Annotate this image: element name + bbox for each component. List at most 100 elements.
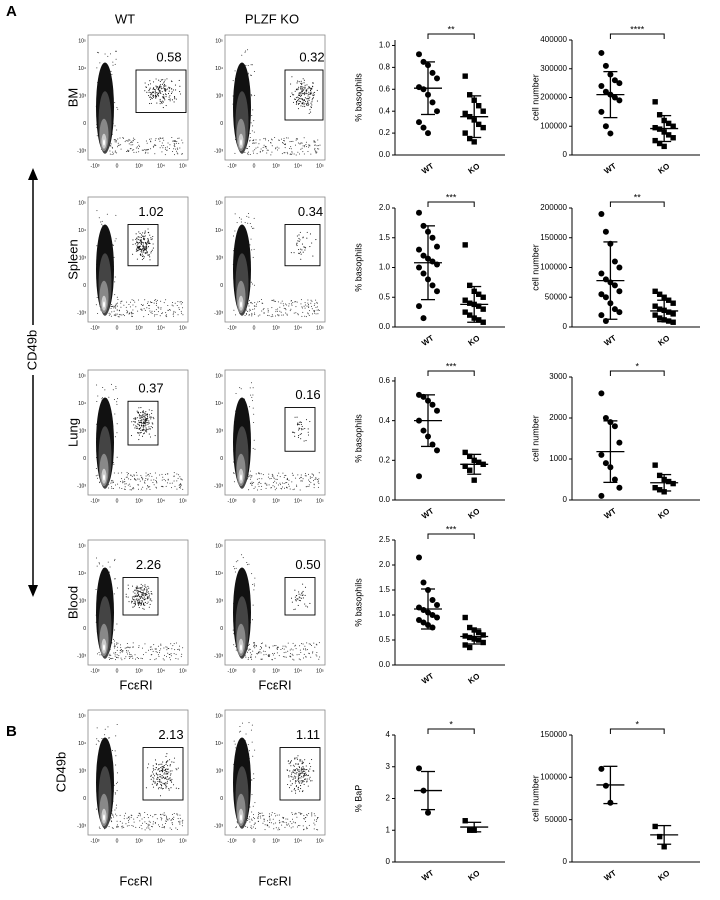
event-dot xyxy=(143,239,145,241)
event-dot xyxy=(251,249,253,251)
event-dot xyxy=(298,777,300,779)
event-dot xyxy=(107,726,109,728)
y-tick-label: 0.6 xyxy=(379,84,391,93)
event-dot xyxy=(127,584,129,586)
event-dot xyxy=(159,826,161,828)
event-dot xyxy=(264,145,266,147)
event-dot xyxy=(160,787,162,789)
event-dot xyxy=(273,300,275,302)
event-dot xyxy=(298,767,301,769)
event-dot xyxy=(123,815,125,817)
event-dot xyxy=(168,787,170,790)
event-dot xyxy=(149,103,151,105)
event-dot xyxy=(114,653,116,655)
event-dot xyxy=(299,239,301,241)
event-dot xyxy=(136,426,138,428)
event-dot xyxy=(139,815,141,817)
event-dot xyxy=(300,258,302,260)
event-dot xyxy=(155,479,157,481)
event-dot xyxy=(268,655,270,657)
event-dot xyxy=(292,101,295,103)
event-dot xyxy=(173,140,175,142)
event-dot xyxy=(302,145,304,147)
event-dot xyxy=(170,819,172,821)
event-dot xyxy=(152,767,154,769)
event-dot xyxy=(124,486,126,488)
event-dot xyxy=(314,646,316,648)
event-dot xyxy=(108,571,110,573)
event-dot xyxy=(271,659,273,661)
event-dot xyxy=(171,828,173,830)
event-dot xyxy=(303,246,305,248)
event-dot xyxy=(159,315,161,317)
event-dot xyxy=(134,600,136,602)
event-dot xyxy=(296,100,299,102)
event-dot xyxy=(316,100,318,102)
event-dot xyxy=(272,299,274,301)
event-dot xyxy=(132,487,134,489)
event-dot xyxy=(298,423,300,425)
data-point xyxy=(462,130,468,136)
event-dot xyxy=(149,473,151,475)
y-tick-label: 0.5 xyxy=(379,292,391,301)
event-dot xyxy=(111,658,113,660)
event-dot xyxy=(275,147,277,149)
event-dot xyxy=(305,649,307,651)
event-dot xyxy=(294,758,296,760)
event-dot xyxy=(134,604,136,606)
event-dot xyxy=(163,812,165,814)
event-dot xyxy=(273,299,275,301)
event-dot xyxy=(148,475,150,477)
event-dot xyxy=(283,152,285,154)
event-dot xyxy=(295,139,297,141)
event-dot xyxy=(296,301,298,303)
event-dot xyxy=(297,474,299,476)
event-dot xyxy=(143,149,145,151)
event-dot xyxy=(304,645,306,647)
data-point xyxy=(670,480,676,487)
event-dot xyxy=(116,825,118,827)
event-dot xyxy=(315,299,317,301)
event-dot xyxy=(281,300,283,302)
event-dot xyxy=(148,420,150,422)
event-dot xyxy=(253,439,255,441)
event-dot xyxy=(154,821,156,823)
data-point xyxy=(425,809,431,816)
event-dot xyxy=(298,86,300,88)
event-dot xyxy=(316,145,318,147)
event-dot xyxy=(274,137,276,139)
event-dot xyxy=(312,94,314,96)
event-dot xyxy=(319,144,321,146)
event-dot xyxy=(267,149,269,151)
event-dot xyxy=(150,97,152,99)
event-dot xyxy=(116,623,118,625)
event-dot xyxy=(259,481,261,483)
event-dot xyxy=(175,657,177,659)
event-dot xyxy=(262,309,264,311)
event-dot xyxy=(147,824,149,826)
event-dot xyxy=(169,98,171,100)
event-dot xyxy=(279,306,281,308)
event-dot xyxy=(116,804,118,806)
x-tick-label: KO xyxy=(656,334,671,348)
flow-tick-label: 0 xyxy=(83,121,86,127)
event-dot xyxy=(240,388,242,390)
event-dot xyxy=(300,785,302,787)
event-dot xyxy=(116,772,118,774)
event-dot xyxy=(112,151,114,153)
event-dot xyxy=(163,647,165,649)
event-dot xyxy=(297,755,299,757)
event-dot xyxy=(175,787,177,789)
event-dot xyxy=(156,102,158,104)
event-dot xyxy=(138,412,140,414)
event-dot xyxy=(156,818,158,820)
event-dot xyxy=(142,607,144,609)
data-point xyxy=(665,132,672,138)
flow-tick-label: -10³ xyxy=(214,484,223,490)
event-dot xyxy=(163,95,165,97)
y-tick-label: 2 xyxy=(386,794,391,803)
event-dot xyxy=(235,645,237,647)
event-dot xyxy=(179,147,181,149)
event-dot xyxy=(244,314,246,316)
event-dot xyxy=(275,645,277,647)
